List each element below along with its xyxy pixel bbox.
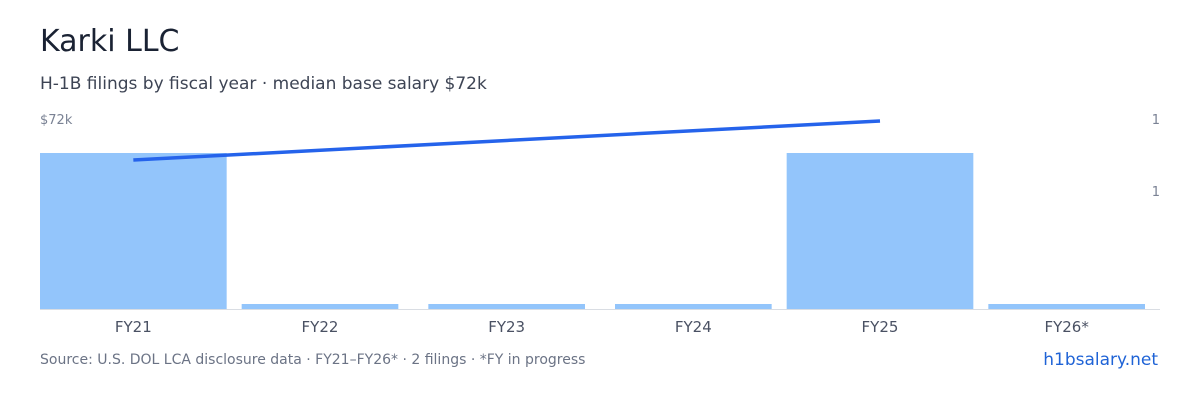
y-axis-right-label: 1: [1152, 113, 1160, 128]
bar-fy22: [241, 304, 399, 309]
x-tick-label: FY23: [488, 318, 525, 336]
x-tick-label: FY21: [115, 318, 152, 336]
bar-fy24: [615, 304, 772, 309]
bar-fy21: [40, 153, 227, 309]
x-tick-label: FY22: [302, 318, 339, 336]
bar-fy23: [428, 304, 585, 309]
y-axis-right-label: 1: [1152, 185, 1160, 200]
bar-fy25: [786, 153, 974, 309]
y-axis-left-label: $72k: [40, 113, 73, 128]
page-title: Karki LLC: [40, 24, 180, 59]
source-note: Source: U.S. DOL LCA disclosure data · F…: [40, 352, 586, 368]
x-tick-label: FY25: [862, 318, 899, 336]
x-tick-label: FY24: [675, 318, 712, 336]
bar-fy26-in-progress: [988, 304, 1145, 309]
x-tick-label: FY26*: [1044, 318, 1089, 336]
page-subtitle: H-1B filings by fiscal year · median bas…: [40, 74, 487, 94]
median-salary-line: [133, 119, 881, 162]
site-link[interactable]: h1bsalary.net: [1043, 350, 1158, 370]
